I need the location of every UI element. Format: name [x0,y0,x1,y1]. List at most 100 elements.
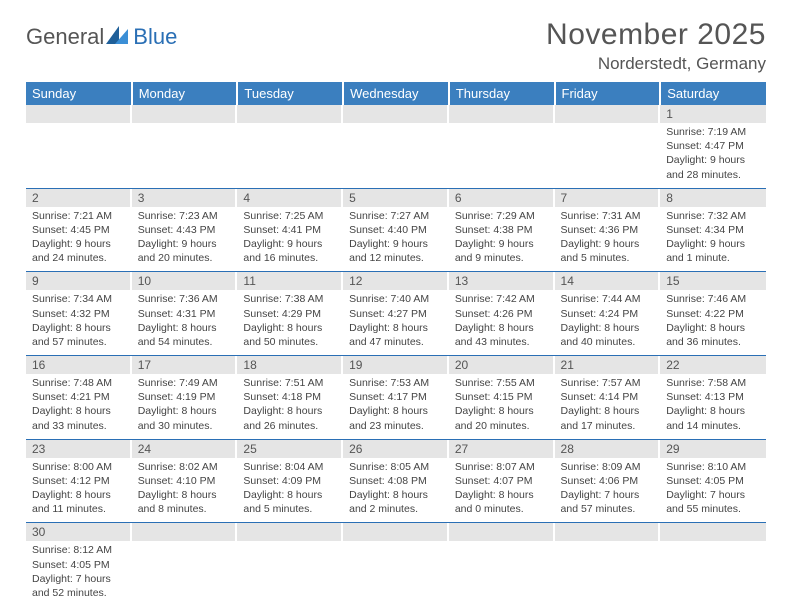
day-number: 12 [343,272,449,290]
daylight-text: Daylight: 8 hours and 47 minutes. [349,321,443,349]
day-cell: 19Sunrise: 7:53 AMSunset: 4:17 PMDayligh… [343,356,449,440]
day-number-empty [343,105,449,123]
sunrise-text: Sunrise: 7:31 AM [561,209,655,223]
daylight-text: Daylight: 9 hours and 24 minutes. [32,237,126,265]
day-body: Sunrise: 7:48 AMSunset: 4:21 PMDaylight:… [26,374,132,439]
sunset-text: Sunset: 4:36 PM [561,223,655,237]
day-number-empty [555,523,661,541]
day-body-empty [237,123,343,177]
day-cell [26,105,132,188]
sunrise-text: Sunrise: 7:36 AM [138,292,232,306]
day-number: 8 [660,189,766,207]
day-body-empty [660,541,766,595]
day-cell: 11Sunrise: 7:38 AMSunset: 4:29 PMDayligh… [237,272,343,356]
sunrise-text: Sunrise: 7:34 AM [32,292,126,306]
sunrise-text: Sunrise: 7:40 AM [349,292,443,306]
location-label: Norderstedt, Germany [546,54,766,74]
day-body: Sunrise: 8:12 AMSunset: 4:05 PMDaylight:… [26,541,132,606]
day-number: 15 [660,272,766,290]
day-body: Sunrise: 8:07 AMSunset: 4:07 PMDaylight:… [449,458,555,523]
dow-sunday: Sunday [26,82,132,105]
day-body: Sunrise: 7:38 AMSunset: 4:29 PMDaylight:… [237,290,343,355]
day-number: 20 [449,356,555,374]
day-body: Sunrise: 7:51 AMSunset: 4:18 PMDaylight:… [237,374,343,439]
day-number-empty [237,105,343,123]
week-row: 2Sunrise: 7:21 AMSunset: 4:45 PMDaylight… [26,188,766,272]
sunrise-text: Sunrise: 7:29 AM [455,209,549,223]
day-body: Sunrise: 7:49 AMSunset: 4:19 PMDaylight:… [132,374,238,439]
sunrise-text: Sunrise: 7:44 AM [561,292,655,306]
day-body: Sunrise: 8:09 AMSunset: 4:06 PMDaylight:… [555,458,661,523]
sunrise-text: Sunrise: 7:55 AM [455,376,549,390]
daylight-text: Daylight: 8 hours and 11 minutes. [32,488,126,516]
day-body-empty [237,541,343,595]
day-number: 24 [132,440,238,458]
day-body: Sunrise: 7:27 AMSunset: 4:40 PMDaylight:… [343,207,449,272]
sunset-text: Sunset: 4:31 PM [138,307,232,321]
day-cell: 26Sunrise: 8:05 AMSunset: 4:08 PMDayligh… [343,439,449,523]
sunset-text: Sunset: 4:21 PM [32,390,126,404]
day-body-empty [555,123,661,177]
sunset-text: Sunset: 4:43 PM [138,223,232,237]
logo-flag-icon [106,24,132,50]
day-body-empty [132,123,238,177]
dow-monday: Monday [132,82,238,105]
sunset-text: Sunset: 4:34 PM [666,223,760,237]
daylight-text: Daylight: 8 hours and 17 minutes. [561,404,655,432]
daylight-text: Daylight: 8 hours and 33 minutes. [32,404,126,432]
sunset-text: Sunset: 4:38 PM [455,223,549,237]
sunset-text: Sunset: 4:07 PM [455,474,549,488]
day-number: 23 [26,440,132,458]
daylight-text: Daylight: 8 hours and 43 minutes. [455,321,549,349]
sunrise-text: Sunrise: 8:00 AM [32,460,126,474]
day-number-empty [132,105,238,123]
daylight-text: Daylight: 8 hours and 36 minutes. [666,321,760,349]
sunrise-text: Sunrise: 7:27 AM [349,209,443,223]
day-body: Sunrise: 7:21 AMSunset: 4:45 PMDaylight:… [26,207,132,272]
daylight-text: Daylight: 9 hours and 16 minutes. [243,237,337,265]
dow-wednesday: Wednesday [343,82,449,105]
day-body-empty [555,541,661,595]
sunset-text: Sunset: 4:18 PM [243,390,337,404]
sunrise-text: Sunrise: 8:12 AM [32,543,126,557]
day-body: Sunrise: 7:46 AMSunset: 4:22 PMDaylight:… [660,290,766,355]
sunset-text: Sunset: 4:10 PM [138,474,232,488]
day-cell [237,105,343,188]
sunrise-text: Sunrise: 7:49 AM [138,376,232,390]
sunset-text: Sunset: 4:19 PM [138,390,232,404]
day-cell: 8Sunrise: 7:32 AMSunset: 4:34 PMDaylight… [660,188,766,272]
day-number: 9 [26,272,132,290]
day-cell: 15Sunrise: 7:46 AMSunset: 4:22 PMDayligh… [660,272,766,356]
sunrise-text: Sunrise: 7:53 AM [349,376,443,390]
daylight-text: Daylight: 8 hours and 8 minutes. [138,488,232,516]
sunset-text: Sunset: 4:45 PM [32,223,126,237]
daylight-text: Daylight: 9 hours and 28 minutes. [666,153,760,181]
day-cell [555,523,661,606]
day-cell [132,523,238,606]
day-number-empty [132,523,238,541]
day-number: 28 [555,440,661,458]
day-cell: 25Sunrise: 8:04 AMSunset: 4:09 PMDayligh… [237,439,343,523]
sunrise-text: Sunrise: 7:51 AM [243,376,337,390]
daylight-text: Daylight: 8 hours and 5 minutes. [243,488,337,516]
sunset-text: Sunset: 4:05 PM [666,474,760,488]
day-body-empty [343,123,449,177]
day-number-empty [555,105,661,123]
sunset-text: Sunset: 4:06 PM [561,474,655,488]
sunset-text: Sunset: 4:09 PM [243,474,337,488]
daylight-text: Daylight: 8 hours and 40 minutes. [561,321,655,349]
daylight-text: Daylight: 8 hours and 57 minutes. [32,321,126,349]
day-cell: 10Sunrise: 7:36 AMSunset: 4:31 PMDayligh… [132,272,238,356]
daylight-text: Daylight: 8 hours and 20 minutes. [455,404,549,432]
sunrise-text: Sunrise: 7:32 AM [666,209,760,223]
day-cell: 17Sunrise: 7:49 AMSunset: 4:19 PMDayligh… [132,356,238,440]
day-cell [449,105,555,188]
sunrise-text: Sunrise: 7:23 AM [138,209,232,223]
sunset-text: Sunset: 4:47 PM [666,139,760,153]
sunset-text: Sunset: 4:26 PM [455,307,549,321]
daylight-text: Daylight: 9 hours and 12 minutes. [349,237,443,265]
day-body: Sunrise: 8:10 AMSunset: 4:05 PMDaylight:… [660,458,766,523]
day-number: 18 [237,356,343,374]
daylight-text: Daylight: 9 hours and 9 minutes. [455,237,549,265]
day-number: 19 [343,356,449,374]
